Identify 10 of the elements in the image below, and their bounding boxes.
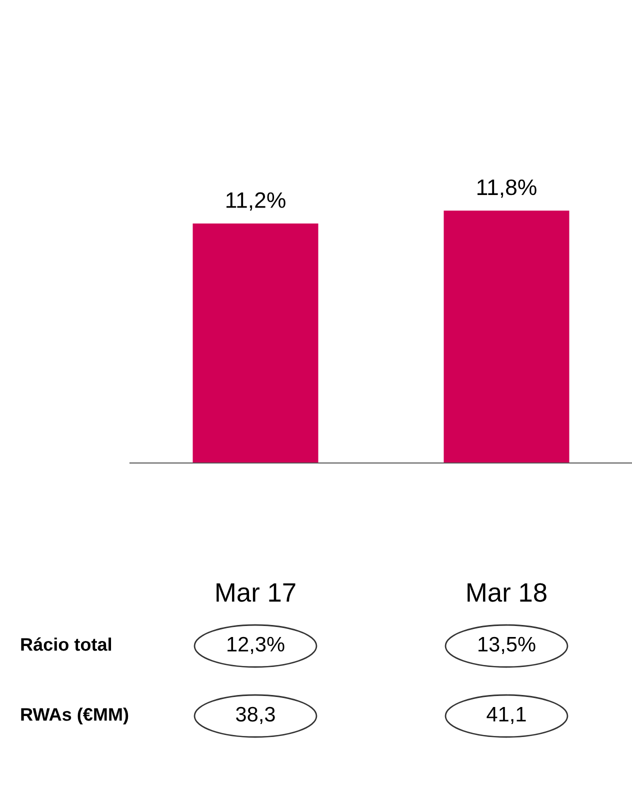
text: RWAs (€MM): [21, 708, 128, 724]
x-tick-label: Mar 18: [468, 583, 546, 602]
text: Rácio total: [21, 637, 112, 651]
text: 41,1: [486, 707, 526, 724]
x-tick-label: Mar 17: [216, 583, 296, 602]
text: 38,3: [236, 706, 275, 724]
text: 12,3%: [228, 636, 284, 654]
data-label: 11,2%: [226, 192, 286, 211]
data-label: 11,8%: [478, 179, 536, 198]
text: 13,5%: [478, 636, 536, 654]
